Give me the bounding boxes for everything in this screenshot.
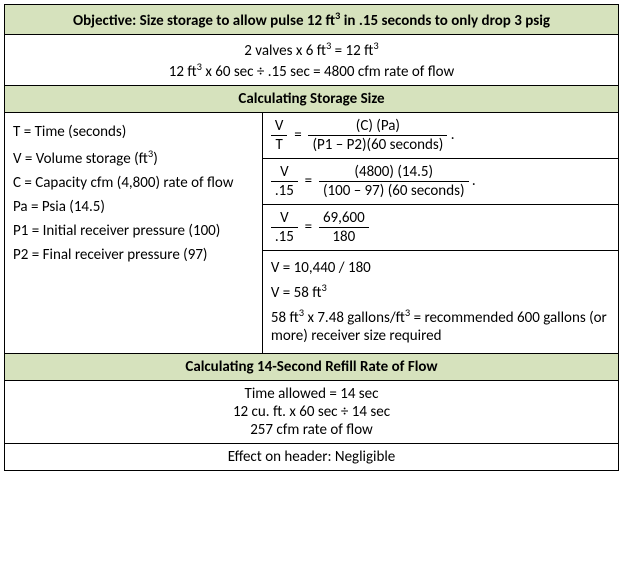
def-P2: P2 = Final receiver pressure (97) <box>13 246 254 264</box>
eq1-rhs: (C) (Pa) (P1 – P2)(60 seconds) <box>308 117 447 154</box>
eq1-lhs-num: V <box>271 117 288 136</box>
eq3-rhs-num: 69,600 <box>319 209 369 228</box>
eq2-rhs-den: (100 – 97) (60 seconds) <box>319 182 469 200</box>
eq3-eq: = <box>305 218 312 236</box>
def-Pa: Pa = Psia (14.5) <box>13 198 254 216</box>
eq2-rhs-num: (4800) (14.5) <box>319 163 469 182</box>
refill-header: Calculating 14-Second Refill Rate of Flo… <box>5 354 619 381</box>
refill-calc-cell: Time allowed = 14 sec 12 cu. ft. x 60 se… <box>5 381 619 444</box>
refill-line1: Time allowed = 14 sec <box>13 385 610 403</box>
eq1-lhs-den: T <box>271 136 288 154</box>
eq1-lhs: V T <box>271 117 288 154</box>
definitions-cell: T = Time (seconds) V = Volume storage (f… <box>5 113 263 354</box>
effect-cell: Effect on header: Negligible <box>5 444 619 471</box>
objective-calc-line2: 12 ft3 x 60 sec ÷ .15 sec = 4800 cfm rat… <box>13 60 610 81</box>
result-1: V = 10,440 / 180 <box>271 259 610 277</box>
objective-header: Objective: Size storage to allow pulse 1… <box>5 5 619 35</box>
results-cell: V = 10,440 / 180 V = 58 ft3 58 ft3 x 7.4… <box>262 251 618 354</box>
eq3-rhs: 69,600 180 <box>319 209 369 246</box>
eq2-lhs: V .15 <box>271 163 298 200</box>
equation-1-cell: V T = (C) (Pa) (P1 – P2)(60 seconds) . <box>262 113 618 159</box>
calculation-table: Objective: Size storage to allow pulse 1… <box>4 4 619 471</box>
objective-calc-line1: 2 valves x 6 ft3 = 12 ft3 <box>13 39 610 60</box>
eq1-rhs-den: (P1 – P2)(60 seconds) <box>308 136 447 154</box>
eq3-lhs-num: V <box>271 209 298 228</box>
storage-header-text: Calculating Storage Size <box>238 90 384 108</box>
eq2-rhs: (4800) (14.5) (100 – 97) (60 seconds) <box>319 163 469 200</box>
def-V: V = Volume storage (ft3) <box>13 147 254 168</box>
eq2-lhs-den: .15 <box>271 182 298 200</box>
eq3-lhs: V .15 <box>271 209 298 246</box>
eq2-trail: . <box>472 172 476 190</box>
objective-text: Objective: Size storage to allow pulse 1… <box>73 12 550 30</box>
result-3: 58 ft3 x 7.48 gallons/ft3 = recommended … <box>271 306 610 345</box>
effect-text: Effect on header: Negligible <box>228 448 396 466</box>
eq3-lhs-den: .15 <box>271 228 298 246</box>
eq2-eq: = <box>305 172 312 190</box>
eq1-eq: = <box>294 126 301 144</box>
refill-line2: 12 cu. ft. x 60 sec ÷ 14 sec <box>13 403 610 421</box>
eq1-trail: . <box>451 126 455 144</box>
eq2-lhs-num: V <box>271 163 298 182</box>
storage-header: Calculating Storage Size <box>5 86 619 113</box>
eq3-rhs-den: 180 <box>319 228 369 246</box>
def-C: C = Capacity cfm (4,800) rate of flow <box>13 174 254 192</box>
eq1-rhs-num: (C) (Pa) <box>308 117 447 136</box>
refill-line3: 257 cfm rate of flow <box>13 421 610 439</box>
refill-header-text: Calculating 14-Second Refill Rate of Flo… <box>185 358 437 376</box>
def-P1: P1 = Initial receiver pressure (100) <box>13 222 254 240</box>
objective-calc-cell: 2 valves x 6 ft3 = 12 ft3 12 ft3 x 60 se… <box>5 35 619 86</box>
def-T: T = Time (seconds) <box>13 123 254 141</box>
equation-2-cell: V .15 = (4800) (14.5) (100 – 97) (60 sec… <box>262 159 618 205</box>
equation-3-cell: V .15 = 69,600 180 <box>262 205 618 251</box>
result-2: V = 58 ft3 <box>271 281 610 302</box>
